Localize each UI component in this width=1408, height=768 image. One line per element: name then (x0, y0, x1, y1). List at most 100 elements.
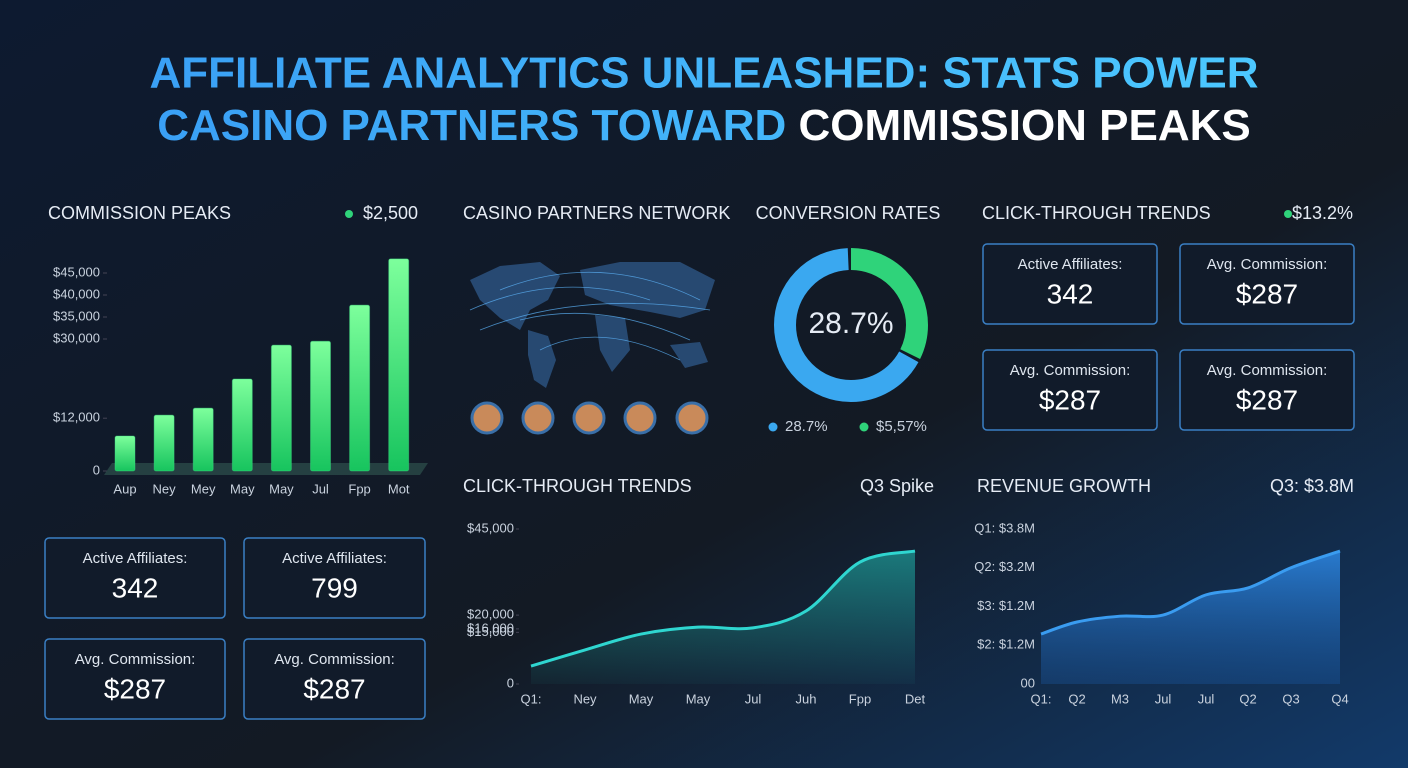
x-tick-label: Q2 (1068, 691, 1085, 706)
x-tick-label: Det (905, 691, 926, 706)
y-tick-label: $16,000 (467, 620, 514, 635)
x-tick-label: Q1: (521, 691, 542, 706)
y-tick-label: $30,000 (53, 330, 100, 345)
dot (345, 210, 353, 218)
x-tick-label: Jul (1198, 691, 1215, 706)
bar (114, 435, 136, 472)
stat-card (44, 537, 226, 619)
card-value: 342 (112, 572, 159, 603)
y-tick-label: $12,000 (53, 410, 100, 425)
badge: $2,500 (363, 203, 418, 223)
area-fill (531, 551, 915, 684)
x-tick-label: Q2 (1239, 691, 1256, 706)
y-axis-label: Q1: $3.8M (974, 520, 1035, 535)
y-tick-label: $35,000 (53, 308, 100, 323)
x-tick-label: Q3 (1282, 691, 1299, 706)
x-tick-label: Jul (745, 691, 762, 706)
card-label: Avg. Commission: (1207, 362, 1328, 379)
x-tick-label: May (629, 691, 654, 706)
card-label: Avg. Commission: (1207, 256, 1328, 273)
donut-segment (774, 248, 928, 402)
stat-card (1179, 349, 1355, 431)
legend-label: 28.7% (785, 418, 828, 435)
world-map (470, 262, 715, 388)
legend-label: $5,57% (876, 418, 927, 435)
card-value: $287 (104, 673, 166, 704)
x-tick-label: Jul (312, 481, 329, 496)
legend-dot (768, 422, 778, 432)
card-label: Active Affiliates: (83, 550, 188, 567)
annotation: Q3: $3.8M (1270, 476, 1354, 496)
panel-title: CLICK-THROUGH TRENDS (982, 203, 1211, 223)
panel-title: CONVERSION RATES (756, 203, 941, 223)
y-axis-label: Q2: $3.2M (974, 559, 1035, 574)
y-tick-label: $40,000 (53, 286, 100, 301)
card-label: Active Affiliates: (282, 550, 387, 567)
bar (388, 258, 410, 472)
x-tick-label: Juh (796, 691, 817, 706)
card-value: $287 (1236, 384, 1298, 415)
avatars (470, 401, 709, 435)
stat-card (1179, 243, 1355, 325)
x-tick-label: May (686, 691, 711, 706)
annotation: Q3 Spike (860, 476, 934, 496)
line (530, 549, 916, 668)
y-axis-label: $2: $1.2M (977, 637, 1035, 652)
dot (1284, 210, 1292, 218)
card-label: Avg. Commission: (75, 651, 196, 668)
y-tick-label: $20,000 (467, 607, 514, 622)
x-tick-label: Q4 (1331, 691, 1348, 706)
x-tick-label: Ney (153, 481, 177, 496)
y-axis-label: $3: $1.2M (977, 598, 1035, 613)
panel-title: CASINO PARTNERS NETWORK (463, 203, 730, 223)
x-tick-label: May (269, 481, 294, 496)
card-value: 799 (311, 572, 358, 603)
stat-card (243, 638, 426, 720)
legend-dot (859, 422, 869, 432)
title-line: AFFILIATE ANALYTICS UNLEASHED: STATS POW… (150, 49, 1259, 98)
title-line: CASINO PARTNERS TOWARD COMMISSION PEAKS (157, 101, 1251, 150)
card-value: 342 (1047, 278, 1094, 309)
panel-title: REVENUE GROWTH (977, 476, 1151, 496)
x-tick-label: Fpp (348, 481, 370, 496)
y-tick-label: 0 (507, 675, 514, 690)
stat-card (44, 638, 226, 720)
card-label: Avg. Commission: (1010, 362, 1131, 379)
y-tick-label: $15,000 (467, 624, 514, 639)
x-tick-label: Aup (113, 481, 136, 496)
card-label: Avg. Commission: (274, 651, 395, 668)
bar (153, 414, 175, 472)
bar (349, 304, 371, 472)
bar (192, 407, 214, 472)
donut-center: 28.7% (808, 307, 893, 340)
x-tick-label: Fpp (849, 691, 871, 706)
stat-card (982, 349, 1158, 431)
donut-segment (774, 248, 928, 402)
network-links (469, 271, 711, 361)
title-part: CASINO PARTNERS TOWARD (157, 101, 786, 150)
x-tick-label: Ney (573, 691, 597, 706)
bar-floor (104, 463, 428, 475)
y-tick-label: $45,000 (467, 520, 514, 535)
line (1040, 549, 1341, 636)
x-tick-label: May (230, 481, 255, 496)
y-axis-label: 00 (1021, 675, 1035, 690)
x-tick-label: Mot (388, 481, 410, 496)
panel-title: COMMISSION PEAKS (48, 203, 231, 223)
x-tick-label: Mey (191, 481, 216, 496)
stat-card (982, 243, 1158, 325)
bar (231, 378, 253, 472)
area-fill (1041, 551, 1340, 684)
bar (310, 340, 331, 472)
x-tick-label: M3 (1111, 691, 1129, 706)
badge: $13.2% (1292, 203, 1353, 223)
y-tick-label: $45,000 (53, 264, 100, 279)
stat-card (243, 537, 426, 619)
card-label: Active Affiliates: (1018, 256, 1123, 273)
panel-title: CLICK-THROUGH TRENDS (463, 476, 692, 496)
card-value: $287 (1039, 384, 1101, 415)
x-tick-label: Q1: (1031, 691, 1052, 706)
card-value: $287 (1236, 278, 1298, 309)
y-tick-label: 0 (93, 462, 100, 477)
